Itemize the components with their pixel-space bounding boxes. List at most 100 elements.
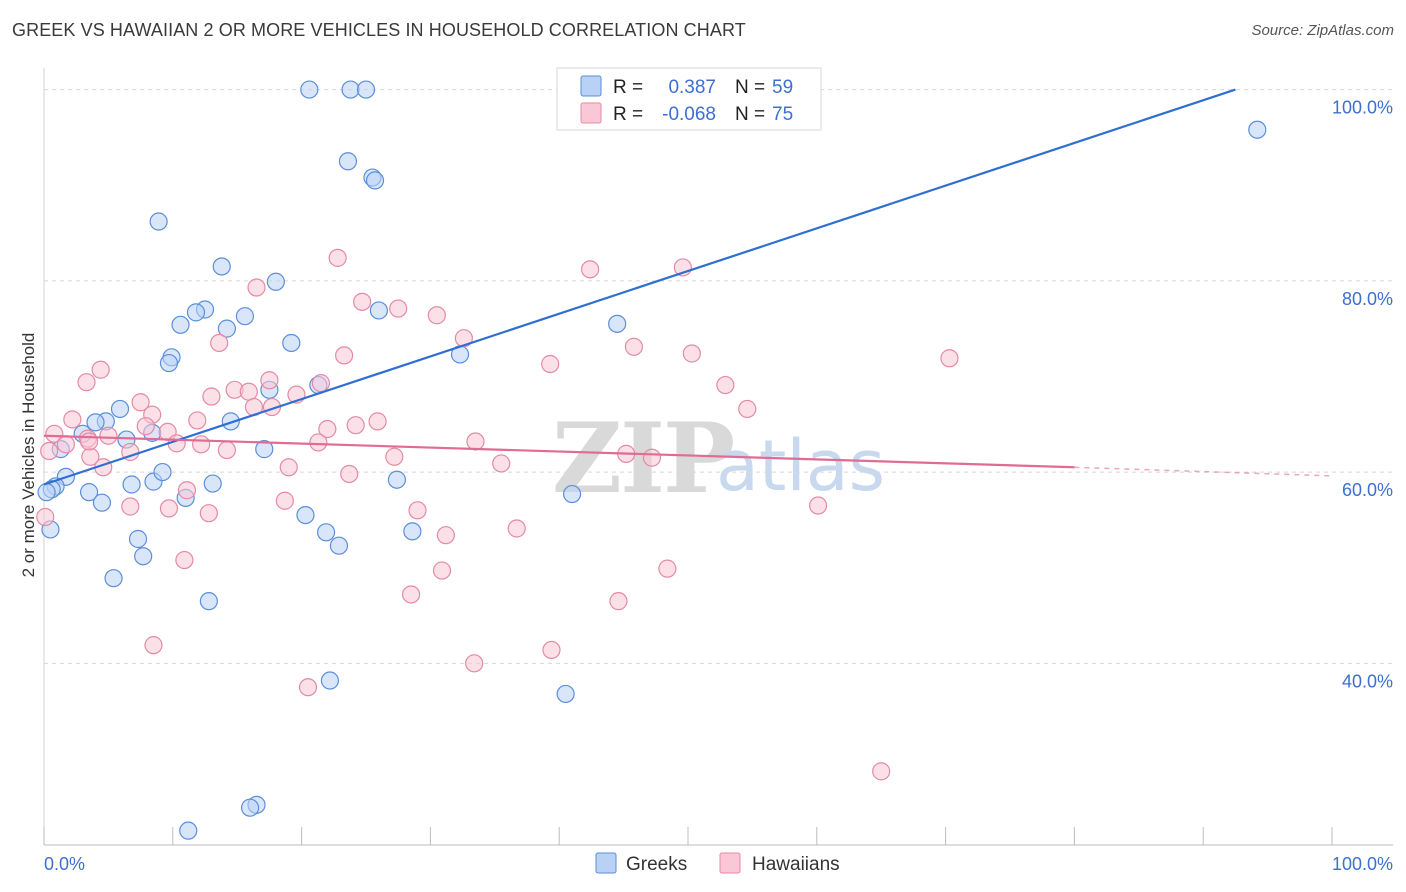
- hawaiians-point: [77, 373, 96, 392]
- hawaiians-point: [247, 278, 266, 297]
- hawaiians-point: [542, 640, 561, 660]
- greeks-point: [86, 413, 105, 432]
- hawaiians-point: [91, 360, 110, 379]
- greeks-point: [199, 592, 218, 611]
- hawaiians-point: [99, 426, 118, 445]
- hawaiians-point: [808, 496, 828, 515]
- greeks-point: [255, 440, 274, 459]
- greeks-point: [300, 80, 319, 99]
- hawaiians-trend-line: [43, 434, 1075, 469]
- legend-n-label-greeks: N =: [735, 77, 765, 98]
- greeks-point: [235, 307, 255, 326]
- hawaiians-point: [318, 419, 337, 439]
- legend-swatch-greeks: [580, 75, 602, 97]
- trend-lines: [43, 88, 1333, 486]
- hawaiians-trend-extension: [1074, 466, 1333, 477]
- hawaiians-point: [298, 678, 318, 697]
- hawaiians-point: [217, 440, 236, 460]
- greeks-point: [171, 315, 190, 334]
- hawaiians-points: [36, 248, 959, 781]
- hawaiians-point: [340, 464, 359, 484]
- greeks-point: [159, 353, 179, 373]
- hawaiians-point: [642, 448, 662, 467]
- hawaiians-point: [177, 481, 197, 500]
- bottom-legend-swatch-hawaiians: [719, 852, 741, 874]
- hawaiians-point: [581, 260, 600, 279]
- greeks-point: [79, 483, 99, 502]
- hawaiians-point: [311, 374, 331, 393]
- y-tick-labels: 40.0% 60.0% 80.0% 100.0%: [1332, 98, 1393, 692]
- greeks-point: [186, 303, 206, 322]
- legend-n-label-hawaiians: N =: [735, 104, 765, 125]
- greeks-point: [403, 522, 422, 541]
- greeks-point: [217, 319, 236, 338]
- hawaiians-point: [541, 354, 560, 374]
- hawaiians-point: [239, 382, 258, 401]
- greeks-point: [92, 493, 112, 512]
- legend-r-label-greeks: R =: [613, 77, 643, 98]
- greeks-point: [356, 80, 376, 99]
- legend-swatch-hawaiians: [580, 102, 602, 124]
- hawaiians-point: [353, 292, 372, 311]
- hawaiians-point: [389, 299, 408, 318]
- hawaiians-point: [175, 550, 194, 570]
- hawaiians-point: [188, 411, 207, 430]
- greeks-point: [365, 171, 385, 190]
- grid-lines: [44, 89, 1393, 664]
- watermark-atlas: atlas: [716, 425, 885, 507]
- hawaiians-point: [199, 504, 218, 523]
- greeks-point: [221, 412, 240, 431]
- hawaiians-point: [63, 410, 82, 429]
- hawaiians-point: [40, 441, 59, 461]
- hawaiians-point: [658, 559, 677, 578]
- legend-top: R = 0.387 N = 59 R = -0.068 N = 75: [556, 67, 822, 131]
- greeks-point: [320, 671, 340, 690]
- hawaiians-point: [454, 329, 473, 348]
- hawaiians-point: [328, 248, 347, 267]
- hawaiians-point: [275, 491, 294, 510]
- greeks-point: [316, 523, 336, 542]
- greeks-point: [240, 798, 260, 817]
- greeks-point: [153, 462, 172, 482]
- greeks-point: [341, 80, 360, 99]
- legend-r-value-greeks: 0.387: [668, 77, 716, 98]
- greeks-point: [110, 399, 130, 419]
- hawaiians-point: [131, 393, 150, 412]
- hawaiians-point: [466, 432, 485, 451]
- hawaiians-point: [507, 519, 526, 538]
- hawaiians-point: [202, 387, 221, 406]
- hawaiians-point: [872, 762, 891, 781]
- greeks-point: [104, 569, 123, 588]
- y-tick-label-60: 60.0%: [1342, 480, 1393, 500]
- bottom-legend-swatch-greeks: [595, 852, 617, 874]
- hawaiians-point: [408, 501, 427, 520]
- hawaiians-point: [716, 375, 735, 395]
- greeks-point: [203, 474, 222, 493]
- hawaiians-point: [56, 435, 75, 454]
- hawaiians-point: [79, 432, 99, 451]
- greeks-point: [37, 483, 56, 502]
- greeks-point: [556, 684, 575, 704]
- legend-r-label-hawaiians: R =: [613, 104, 643, 125]
- legend-r-value-hawaiians: -0.068: [662, 104, 716, 125]
- greeks-point: [369, 301, 388, 320]
- greeks-point: [128, 529, 148, 549]
- hawaiians-point: [432, 561, 452, 580]
- greeks-point: [562, 484, 582, 504]
- hawaiians-point: [436, 526, 455, 545]
- hawaiians-point: [335, 346, 354, 365]
- hawaiians-point: [144, 636, 163, 655]
- hawaiians-point: [682, 344, 701, 363]
- greeks-point: [282, 333, 301, 353]
- greeks-point: [387, 470, 407, 489]
- y-axis-label: 2 or more Vehicles in Household: [19, 333, 38, 578]
- source-credit: Source: ZipAtlas.com: [1251, 22, 1394, 39]
- y-tick-label-100: 100.0%: [1332, 98, 1393, 118]
- greeks-point: [149, 212, 168, 231]
- x-tick-label-left: 0.0%: [44, 854, 85, 874]
- greeks-point: [338, 152, 358, 171]
- hawaiians-point: [36, 507, 55, 527]
- hawaiians-point: [940, 349, 959, 368]
- greeks-points: [37, 80, 1267, 840]
